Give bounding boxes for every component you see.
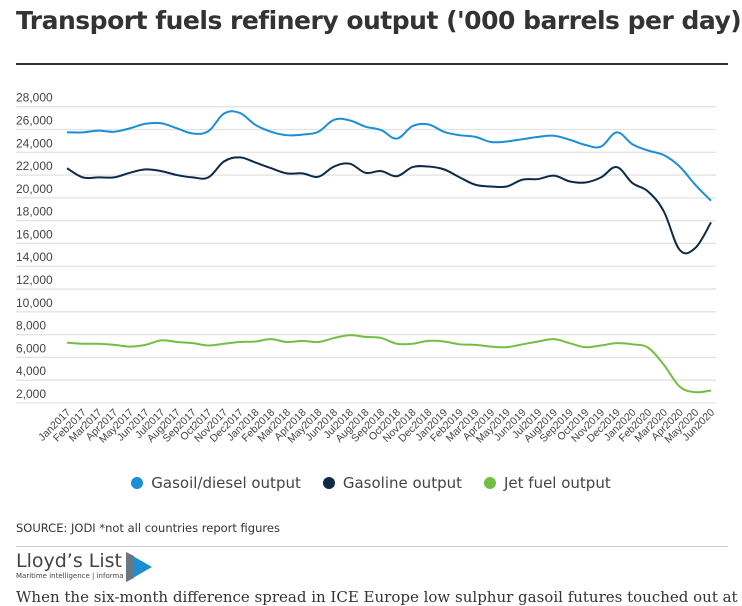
line-chart: 2,000 4,000 6,000 8,000 10,000 12,000 14,000 16… [16, 91, 717, 446]
y-tick-label: 18,000 [16, 205, 53, 219]
logo-mark-icon [125, 552, 152, 582]
y-tick-label: 2,000 [16, 387, 46, 401]
title-divider [16, 63, 728, 65]
y-tick-label: 16,000 [16, 227, 53, 241]
legend-marker [131, 477, 144, 489]
series-line-gasoil-diesel-output [66, 110, 712, 202]
footer-divider [16, 546, 728, 547]
logo-tagline: Maritime intelligence | informa [16, 572, 124, 580]
legend-label: Gasoil/diesel output [151, 474, 301, 492]
legend-item: Jet fuel output [483, 474, 611, 492]
y-tick-label: 24,000 [16, 136, 53, 150]
y-tick-label: 4,000 [16, 364, 46, 378]
y-tick-label: 20,000 [16, 182, 53, 196]
y-tick-label: 14,000 [16, 250, 53, 264]
y-tick-label: 12,000 [16, 273, 53, 287]
legend: Gasoil/diesel output Gasoline output Jet f… [0, 474, 742, 492]
y-tick-label: 28,000 [16, 91, 53, 105]
lloyds-list-logo[interactable]: Lloyd’s List Maritime intelligence | inf… [16, 550, 154, 584]
logo-name: Lloyd’s List [16, 550, 122, 572]
article-text: When the six-month difference spread in … [16, 588, 742, 606]
chart-title: Transport fuels refinery output ('000 ba… [16, 6, 742, 35]
legend-label: Gasoline output [342, 474, 462, 492]
y-tick-label: 8,000 [16, 319, 46, 333]
y-tick-label: 26,000 [16, 113, 53, 127]
legend-marker [483, 477, 496, 489]
series-line-gasoline-output [66, 156, 712, 255]
source-note: SOURCE: JODI *not all countries report f… [16, 521, 280, 535]
y-tick-label: 10,000 [16, 296, 53, 310]
legend-marker [322, 477, 335, 489]
legend-label: Jet fuel output [503, 474, 611, 492]
legend-item: Gasoline output [322, 474, 462, 492]
series-line-jet-fuel-output [66, 334, 712, 394]
y-tick-label: 22,000 [16, 159, 53, 173]
y-tick-label: 6,000 [16, 341, 46, 355]
legend-item: Gasoil/diesel output [131, 474, 301, 492]
